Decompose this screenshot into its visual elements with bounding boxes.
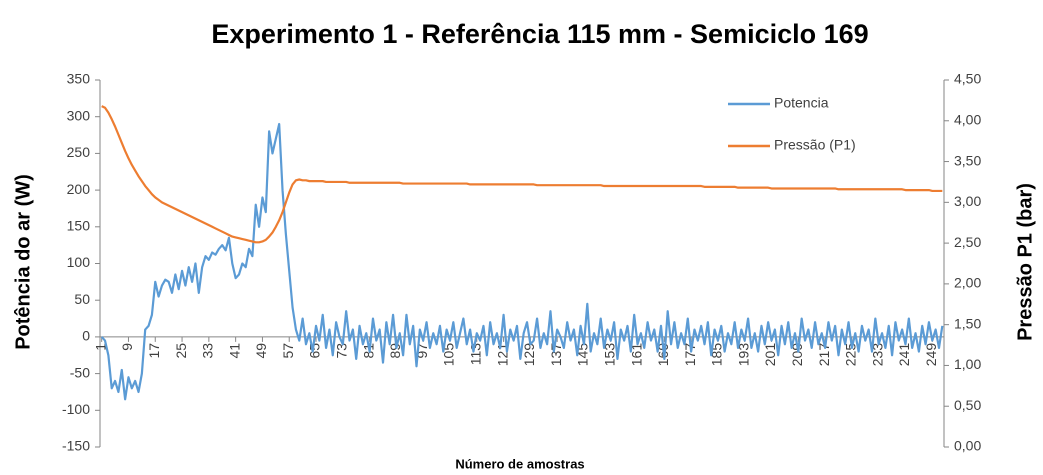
x-tick-label: 201 xyxy=(762,343,778,367)
x-tick-label: 49 xyxy=(253,343,269,359)
x-tick-label: 73 xyxy=(334,343,350,359)
x-tick-label: 57 xyxy=(280,343,296,359)
y-tick-label: 350 xyxy=(67,71,91,87)
y-tick-label: -150 xyxy=(62,438,90,454)
y-tick-label: 250 xyxy=(67,144,91,160)
y-tick-label: 200 xyxy=(67,181,91,197)
y2-tick-label: 2,00 xyxy=(954,275,981,291)
x-tick-label: 25 xyxy=(173,343,189,359)
y2-tick-label: 0,00 xyxy=(954,438,981,454)
x-tick-label: 9 xyxy=(119,343,135,351)
y-tick-label: -100 xyxy=(62,401,90,417)
x-tick-label: 89 xyxy=(387,343,403,359)
x-tick-label: 153 xyxy=(601,343,617,367)
x-tick-label: 65 xyxy=(307,343,323,359)
series-line xyxy=(100,122,944,401)
y-tick-label: 100 xyxy=(67,254,91,270)
y2-tick-label: 4,50 xyxy=(954,71,981,87)
y2-tick-label: 1,50 xyxy=(954,315,981,331)
series-line xyxy=(101,105,943,244)
x-tick-label: 241 xyxy=(896,343,912,367)
x-tick-label: 217 xyxy=(816,343,832,367)
x-tick-label: 193 xyxy=(735,343,751,367)
y2-tick-label: 0,50 xyxy=(954,397,981,413)
x-tick-label: 161 xyxy=(628,343,644,367)
x-tick-label: 1 xyxy=(92,343,108,351)
y2-tick-label: 4,00 xyxy=(954,111,981,127)
x-tick-label: 17 xyxy=(146,343,162,359)
y2-tick-label: 2,50 xyxy=(954,234,981,250)
x-tick-label: 41 xyxy=(226,343,242,359)
y-axis-title: Potência do ar (W) xyxy=(12,174,34,350)
y-tick-label: 50 xyxy=(74,291,90,307)
x-tick-label: 129 xyxy=(521,343,537,367)
x-tick-label: 33 xyxy=(200,343,216,359)
legend-label: Potencia xyxy=(774,95,829,111)
y-tick-label: 0 xyxy=(82,328,90,344)
x-tick-label: 209 xyxy=(789,343,805,367)
y-tick-label: 150 xyxy=(67,218,91,234)
y2-tick-label: 1,00 xyxy=(954,356,981,372)
y-tick-label: -50 xyxy=(70,364,90,380)
x-tick-label: 137 xyxy=(548,343,564,367)
y2-tick-label: 3,50 xyxy=(954,152,981,168)
y2-axis-title: Pressão P1 (bar) xyxy=(1014,183,1036,341)
x-tick-label: 177 xyxy=(682,343,698,367)
y-tick-label: 300 xyxy=(67,107,91,123)
y2-tick-label: 3,00 xyxy=(954,193,981,209)
x-tick-label: 249 xyxy=(923,343,939,367)
x-tick-label: 225 xyxy=(843,343,859,367)
chart-title: Experimento 1 - Referência 115 mm - Semi… xyxy=(211,19,868,49)
x-tick-label: 113 xyxy=(467,343,483,366)
x-axis-title: Número de amostras xyxy=(455,456,584,471)
legend-label: Pressão (P1) xyxy=(774,137,856,153)
